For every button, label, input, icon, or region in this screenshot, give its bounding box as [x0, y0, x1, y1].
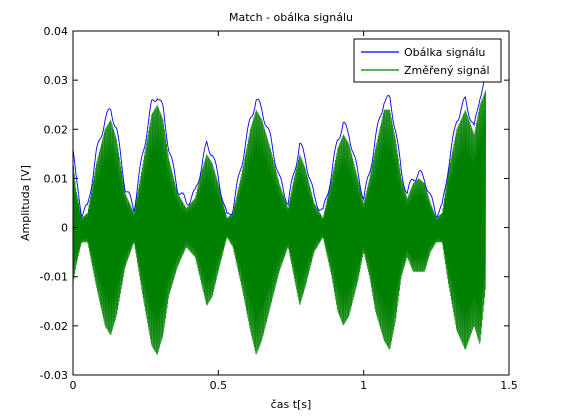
- legend-label-measured: Změřený signál: [404, 64, 490, 77]
- series-layer: [72, 75, 487, 355]
- x-tick-label: 1: [360, 379, 367, 392]
- y-tick-label: 0.02: [44, 123, 69, 136]
- x-tick-label: 0: [70, 379, 77, 392]
- series-envelope: [72, 75, 487, 219]
- series-measured-signal: [72, 89, 487, 355]
- legend: Obálka signálu Změřený signál: [353, 38, 502, 83]
- y-tick-label: 0: [61, 222, 68, 235]
- plot-frame: [72, 30, 510, 376]
- y-tick-label: 0.03: [44, 74, 69, 87]
- chart-title: Match - obálka signálu: [229, 11, 353, 24]
- legend-box: [353, 38, 502, 83]
- tick-layer: 0 0.5 1 1.5 -0.03 -0.02 -0.01 0 0.01 0.02 0.03 0.04: [40, 25, 518, 392]
- y-tick-label: -0.02: [40, 320, 68, 333]
- x-axis-label: čas t[s]: [271, 398, 312, 411]
- y-tick-label: 0.01: [44, 172, 69, 185]
- y-tick-label: 0.04: [44, 25, 69, 38]
- x-tick-label: 1.5: [500, 379, 518, 392]
- y-tick-label: -0.01: [40, 271, 68, 284]
- legend-label-envelope: Obálka signálu: [404, 46, 485, 59]
- x-tick-label: 0.5: [210, 379, 228, 392]
- y-axis-label: Amplituda [V]: [19, 165, 32, 241]
- y-tick-label: -0.03: [40, 369, 68, 382]
